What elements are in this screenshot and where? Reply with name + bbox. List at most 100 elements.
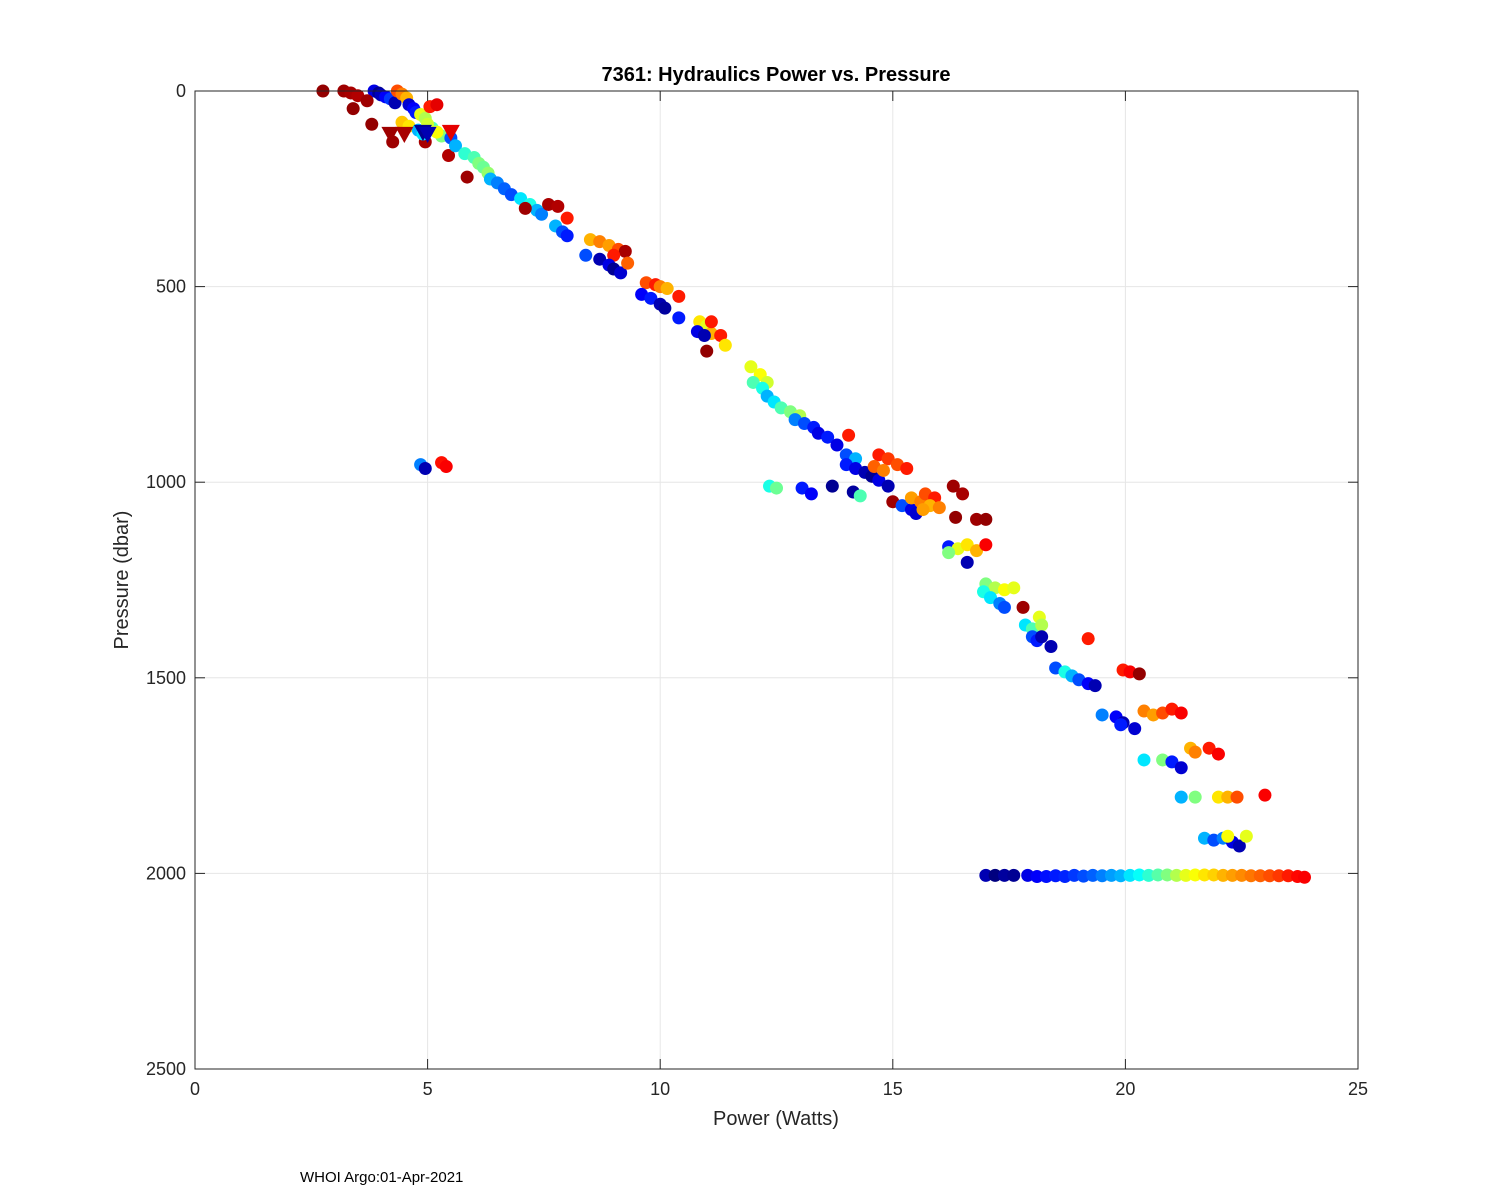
data-point <box>746 375 760 389</box>
data-point <box>697 329 711 342</box>
data-point <box>1132 667 1146 681</box>
data-point <box>535 207 549 221</box>
data-point <box>658 301 672 315</box>
y-tick-label: 1500 <box>146 668 186 688</box>
data-point <box>1035 618 1049 632</box>
data-point <box>1235 868 1249 882</box>
data-point-triangle <box>381 126 400 144</box>
data-point <box>1160 868 1174 882</box>
data-point <box>1239 829 1253 843</box>
data-point <box>518 201 532 215</box>
y-tick-label: 2000 <box>146 863 186 883</box>
plot-frame <box>194 90 1359 1070</box>
data-point <box>1137 753 1151 767</box>
data-point <box>970 512 984 526</box>
data-point <box>1151 868 1165 882</box>
data-point <box>1007 581 1021 595</box>
data-point <box>1258 788 1272 802</box>
data-point <box>1263 869 1277 883</box>
data-point <box>388 96 402 110</box>
data-point <box>439 460 453 474</box>
data-point <box>842 428 856 442</box>
data-point <box>932 501 946 515</box>
data-point <box>1095 869 1109 883</box>
axis-ticks <box>194 90 1359 1070</box>
data-point <box>1174 761 1188 775</box>
data-point <box>1188 745 1202 759</box>
data-point <box>1067 868 1081 882</box>
x-tick-label: 10 <box>650 1079 670 1099</box>
data-point <box>960 555 974 569</box>
data-point <box>988 868 1002 882</box>
data-point <box>872 473 886 487</box>
data-point <box>1128 722 1142 736</box>
data-point <box>1165 755 1179 769</box>
data-point <box>979 538 993 552</box>
data-point <box>346 102 360 116</box>
data-point <box>644 291 658 305</box>
x-tick-label: 15 <box>883 1079 903 1099</box>
data-point <box>795 481 809 495</box>
data-point <box>1088 679 1102 693</box>
data-point <box>821 430 835 444</box>
footer-note: WHOI Argo:01-Apr-2021 <box>300 1169 464 1186</box>
data-point <box>618 244 632 258</box>
data-point <box>672 289 686 303</box>
data-point <box>770 481 783 495</box>
data-point <box>830 438 844 452</box>
data-point <box>1044 640 1058 654</box>
data-point <box>704 315 718 329</box>
data-points <box>316 84 1312 884</box>
data-point <box>714 329 728 342</box>
y-tick-label: 0 <box>176 81 186 101</box>
data-point <box>970 544 984 558</box>
data-point <box>1049 869 1063 883</box>
data-point <box>876 463 890 477</box>
data-point <box>700 344 714 358</box>
data-point <box>1114 869 1128 883</box>
data-point <box>881 479 895 493</box>
data-point <box>660 282 674 296</box>
data-point <box>956 487 970 501</box>
data-point <box>804 487 818 501</box>
data-point-triangle <box>395 126 414 144</box>
data-point <box>1095 708 1109 722</box>
data-point <box>1016 600 1030 614</box>
y-tick-label: 1000 <box>146 472 186 492</box>
x-axis-label: Power (Watts) <box>713 1108 839 1130</box>
data-point <box>1142 868 1156 882</box>
data-point <box>430 98 444 112</box>
tick-labels: 0 5 10 15 20 25 0 500 1000 1500 2000 2500 <box>146 81 1368 1099</box>
data-point <box>514 192 528 206</box>
data-point <box>1170 868 1184 882</box>
data-point <box>560 229 574 243</box>
data-point <box>607 248 621 262</box>
data-point <box>1114 718 1128 732</box>
data-point <box>1030 870 1044 884</box>
data-point <box>718 338 732 352</box>
data-point <box>449 139 463 153</box>
data-point <box>916 503 930 517</box>
y-tick-label: 2500 <box>146 1059 186 1079</box>
data-point <box>1179 868 1193 882</box>
data-point <box>1225 868 1239 882</box>
x-tick-label: 20 <box>1115 1079 1135 1099</box>
data-point <box>365 117 379 131</box>
data-point <box>418 462 432 476</box>
y-axis-label: Pressure (dbar) <box>111 511 133 650</box>
data-point <box>946 479 960 493</box>
data-point <box>1202 741 1216 755</box>
data-point <box>825 479 839 493</box>
data-point <box>1197 868 1211 882</box>
data-point <box>460 170 474 184</box>
x-tick-label: 25 <box>1348 1079 1368 1099</box>
data-point <box>1188 868 1202 882</box>
data-point <box>1207 868 1221 882</box>
data-point <box>579 248 593 262</box>
data-point <box>1086 868 1100 882</box>
data-point <box>442 149 456 163</box>
data-point-triangle <box>441 124 460 142</box>
data-point <box>1211 747 1225 761</box>
